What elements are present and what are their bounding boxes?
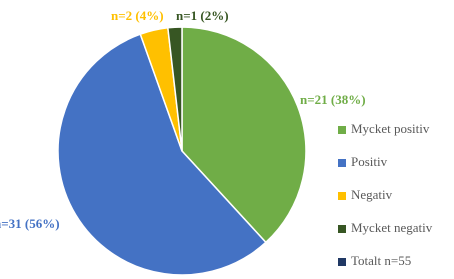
- data-label: n=1 (2%): [176, 8, 229, 23]
- legend-swatch: [338, 225, 346, 233]
- legend-label: Mycket positiv: [351, 121, 430, 136]
- legend-label: Mycket negativ: [351, 220, 433, 235]
- legend-label: Negativ: [351, 187, 393, 202]
- legend-swatch: [338, 159, 346, 167]
- legend-swatch: [338, 192, 346, 200]
- data-label: n=21 (38%): [300, 92, 366, 107]
- pie-slice: [181, 26, 307, 244]
- pie-slice: [167, 26, 183, 152]
- legend-swatch: [338, 126, 346, 134]
- legend-swatch: [338, 258, 346, 266]
- data-label: n=2 (4%): [111, 8, 164, 23]
- data-label: n=31 (56%): [0, 216, 60, 231]
- pie-slice: [57, 33, 267, 276]
- legend-label: Positiv: [351, 154, 388, 169]
- legend-label: Totalt n=55: [351, 253, 411, 268]
